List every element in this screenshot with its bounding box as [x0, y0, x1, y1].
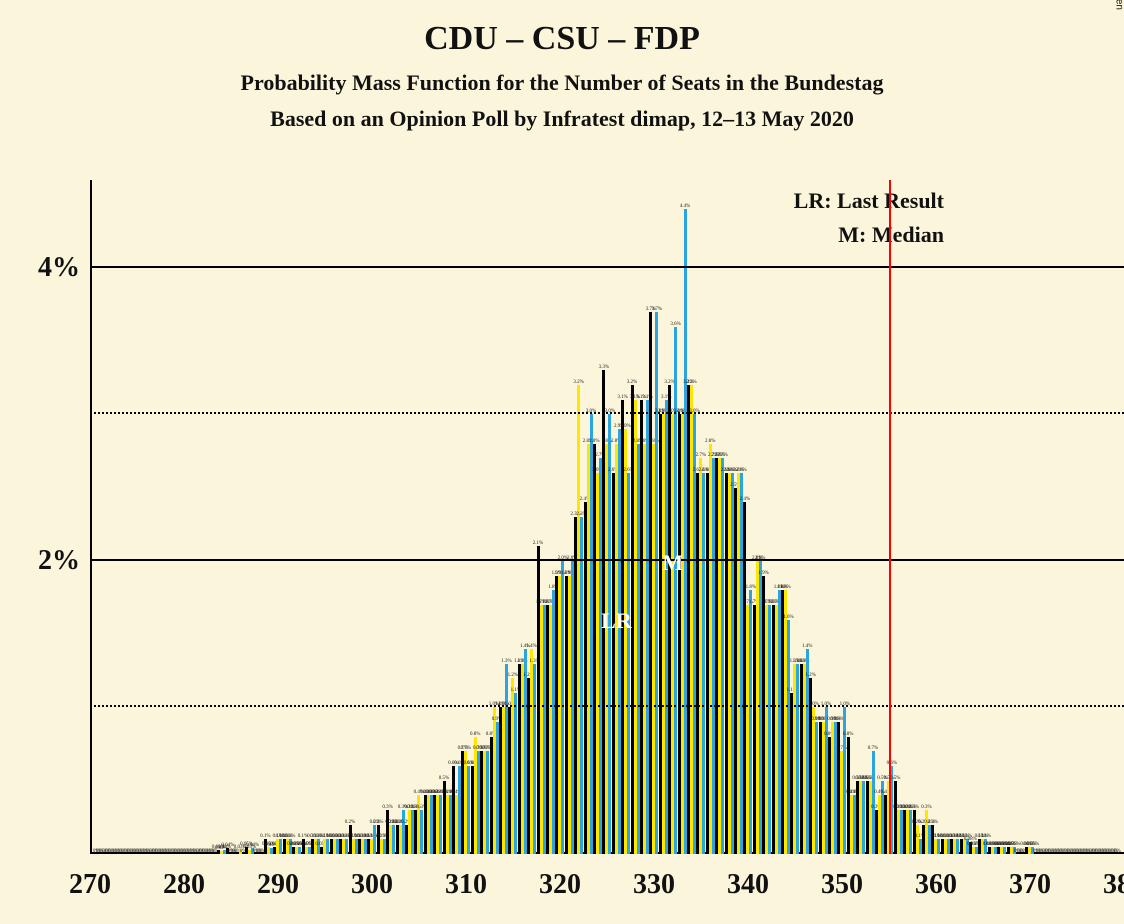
- x-tick-label: 370: [1009, 869, 1051, 901]
- bar-value-label: 2.4%: [740, 497, 750, 502]
- bar-value-label: 0.7%: [868, 746, 878, 751]
- x-tick-label: 380: [1103, 869, 1124, 901]
- bar-value-label: 0.1%: [260, 834, 270, 839]
- bar-value-label: 2.8%: [589, 439, 599, 444]
- majority-line: [889, 180, 891, 854]
- bar-value-label: 0.2%: [373, 820, 383, 825]
- bar-value-label: 0.8%: [470, 732, 480, 737]
- bar-value-label: 3.1%: [617, 395, 627, 400]
- x-tick-label: 290: [257, 869, 299, 901]
- y-tick-label: 2%: [38, 545, 80, 577]
- y-tick-label: 4%: [38, 252, 80, 284]
- bar-value-label: 0.7%: [461, 746, 471, 751]
- bar-value-label: 0%: [1114, 849, 1121, 854]
- copyright: © 2021 Filip van Laenen: [1114, 0, 1124, 10]
- bar-value-label: 0.5%: [439, 776, 449, 781]
- bar-value-label: 0.05%: [1008, 842, 1021, 847]
- bar-value-label: 2.9%: [620, 424, 630, 429]
- plot-area: LR: Last Result M: Median 0%0%0%0%0%0%0%…: [90, 180, 1124, 854]
- x-tick-label: 270: [69, 869, 111, 901]
- x-tick-label: 320: [539, 869, 581, 901]
- x-tick-label: 300: [351, 869, 393, 901]
- subtitle-2: Based on an Opinion Poll by Infratest di…: [0, 106, 1124, 132]
- main-title: CDU – CSU – FDP: [0, 20, 1124, 58]
- x-tick-label: 310: [445, 869, 487, 901]
- bar-value-label: 3.2%: [627, 380, 637, 385]
- bar-value-label: 2.6%: [736, 468, 746, 473]
- bar-value-label: 3.3%: [599, 365, 609, 370]
- bar-value-label: 3.2%: [686, 380, 696, 385]
- x-tick-label: 280: [163, 869, 205, 901]
- bar-value-label: 1.2%: [508, 673, 518, 678]
- bar-value-label: 3.6%: [670, 322, 680, 327]
- chart-container: CDU – CSU – FDP Probability Mass Functio…: [0, 0, 1124, 924]
- bar-value-label: 1.4%: [526, 644, 536, 649]
- subtitle-1: Probability Mass Function for the Number…: [0, 70, 1124, 96]
- bars-container: 0%0%0%0%0%0%0%0%0%0%0%0%0%0%0%0%0%0%0%0%…: [90, 180, 1124, 854]
- bar-value-label: 0.5%: [890, 776, 900, 781]
- bar-value-label: 4.4%: [680, 204, 690, 209]
- bar-value-label: 1.4%: [802, 644, 812, 649]
- bar-value-label: 3.7%: [652, 307, 662, 312]
- bar-value-label: 0.1%: [981, 834, 991, 839]
- bar-value-label: 0.04%: [221, 843, 234, 848]
- gridline-minor: [90, 705, 1124, 707]
- gridline-minor: [90, 412, 1124, 414]
- gridline-major: [90, 559, 1124, 561]
- bar-value-label: 2.7%: [696, 453, 706, 458]
- bar-value-label: 2.8%: [705, 439, 715, 444]
- x-tick-label: 330: [633, 869, 675, 901]
- marker-m: M: [662, 550, 683, 576]
- bar-value-label: 1.6%: [783, 615, 793, 620]
- bar-value-label: 0.3%: [921, 805, 931, 810]
- bar-value-label: 2.7%: [717, 453, 727, 458]
- gridline-major: [90, 266, 1124, 268]
- marker-lr: LR: [601, 608, 632, 634]
- bar-value-label: 0.2%: [928, 820, 938, 825]
- bar-value-label: 1.9%: [758, 571, 768, 576]
- bar-value-label: 0.1%: [285, 834, 295, 839]
- bar-value-label: 0.3%: [909, 805, 919, 810]
- x-tick-label: 350: [821, 869, 863, 901]
- bar-value-label: 1.8%: [780, 585, 790, 590]
- titles: CDU – CSU – FDP Probability Mass Functio…: [0, 20, 1124, 142]
- bar-value-label: 0.3%: [382, 805, 392, 810]
- bar-value-label: 1.2%: [805, 673, 815, 678]
- bar-value-label: 0.2%: [345, 820, 355, 825]
- bar-value-label: 0.04%: [246, 843, 259, 848]
- bar-value-label: 0.8%: [843, 732, 853, 737]
- bar-value-label: 2.1%: [533, 541, 543, 546]
- x-tick-label: 360: [915, 869, 957, 901]
- bar-value-label: 1.8%: [746, 585, 756, 590]
- bar-value-label: 0.05%: [1026, 842, 1039, 847]
- bar-value-label: 1.3%: [501, 659, 511, 664]
- bar-value-label: 3.2%: [573, 380, 583, 385]
- x-tick-label: 340: [727, 869, 769, 901]
